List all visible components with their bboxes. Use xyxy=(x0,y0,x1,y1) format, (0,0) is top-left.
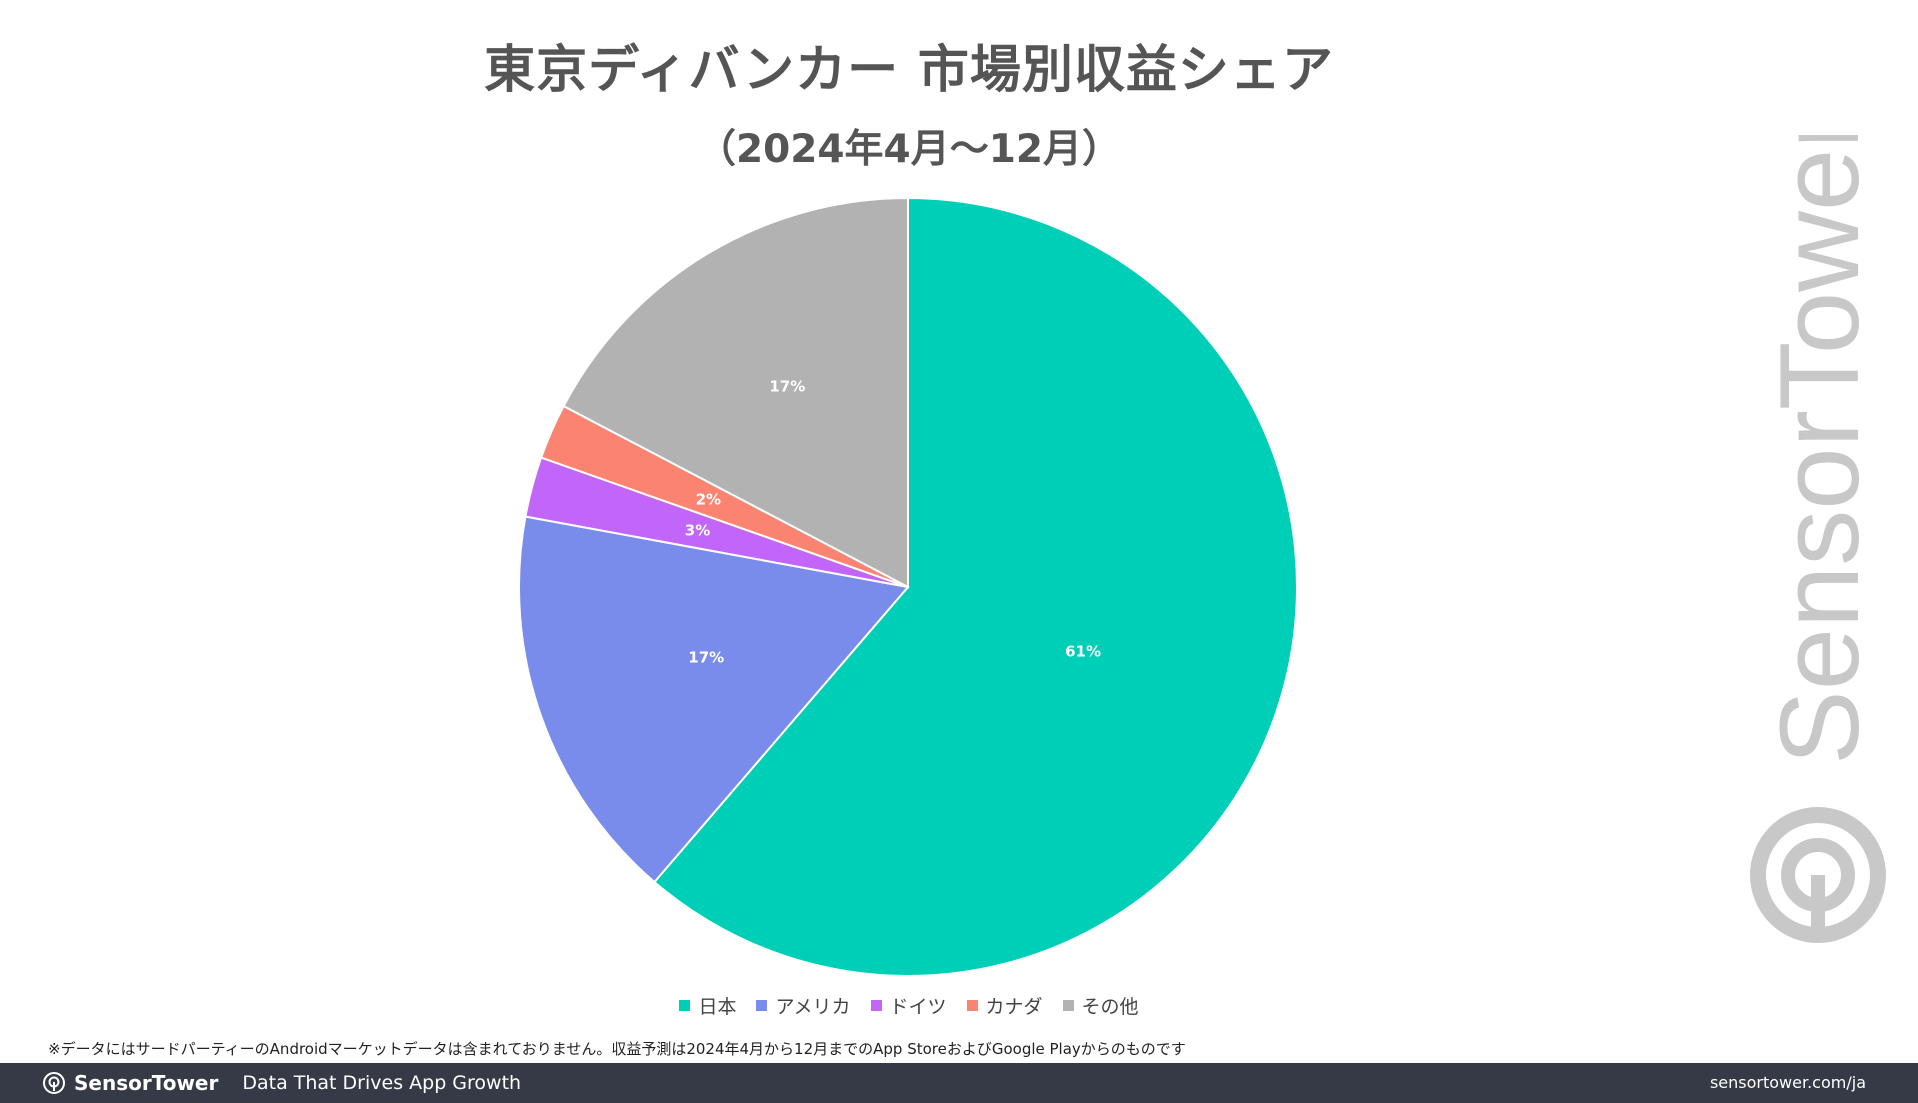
pie-data-label-3: 3% xyxy=(685,521,710,539)
legend: 日本 アメリカ ドイツ カナダ その他 xyxy=(0,992,1818,1019)
pie-slice-1 xyxy=(653,196,1298,977)
pie-data-label-5: 17% xyxy=(769,378,805,396)
sensortower-watermark-text: SensorTower xyxy=(1757,135,1882,765)
legend-swatch-3 xyxy=(870,1000,882,1011)
legend-swatch-4 xyxy=(966,1000,978,1011)
pie-data-label-4: 2% xyxy=(696,490,721,508)
legend-label-1: 日本 xyxy=(698,996,737,1018)
legend-item-4: カナダ xyxy=(966,992,1043,1019)
legend-label-3: ドイツ xyxy=(889,996,947,1018)
footer-brand: SensorTower xyxy=(42,1071,218,1095)
legend-swatch-2 xyxy=(756,1000,768,1011)
legend-label-2: アメリカ xyxy=(775,996,851,1018)
legend-item-3: ドイツ xyxy=(870,992,947,1019)
sensortower-watermark: SensorTower xyxy=(1742,111,1892,965)
pie-data-label-1: 61% xyxy=(1065,642,1101,660)
legend-label-5: その他 xyxy=(1081,996,1139,1018)
legend-swatch-1 xyxy=(679,1000,691,1011)
footnote: ※データにはサードパーティーのAndroidマーケットデータは含まれておりません… xyxy=(48,1040,1186,1058)
chart-title: 東京ディバンカー 市場別収益シェア xyxy=(484,41,1334,100)
footer-tagline: Data That Drives App Growth xyxy=(242,1072,522,1094)
footer-bar: SensorTower Data That Drives App Growth … xyxy=(0,1063,1918,1103)
pie-slice-5 xyxy=(562,196,909,589)
legend-swatch-5 xyxy=(1062,1000,1074,1011)
sensortower-watermark-icon xyxy=(1750,807,1886,943)
sensortower-watermark-logo: SensorTower xyxy=(1750,111,1886,943)
pie-slice-2 xyxy=(518,515,910,884)
pie-data-label-2: 17% xyxy=(688,649,724,667)
footer-brand-name: SensorTower xyxy=(74,1071,219,1095)
footer-url[interactable]: sensortower.com/ja xyxy=(1709,1073,1866,1092)
legend-label-4: カナダ xyxy=(985,996,1043,1018)
legend-item-2: アメリカ xyxy=(756,992,851,1019)
chart-subtitle: （2024年4月〜12月） xyxy=(697,127,1121,172)
legend-item-1: 日本 xyxy=(679,992,736,1019)
legend-item-5: その他 xyxy=(1062,992,1139,1019)
sensortower-logo-icon xyxy=(43,1072,65,1094)
